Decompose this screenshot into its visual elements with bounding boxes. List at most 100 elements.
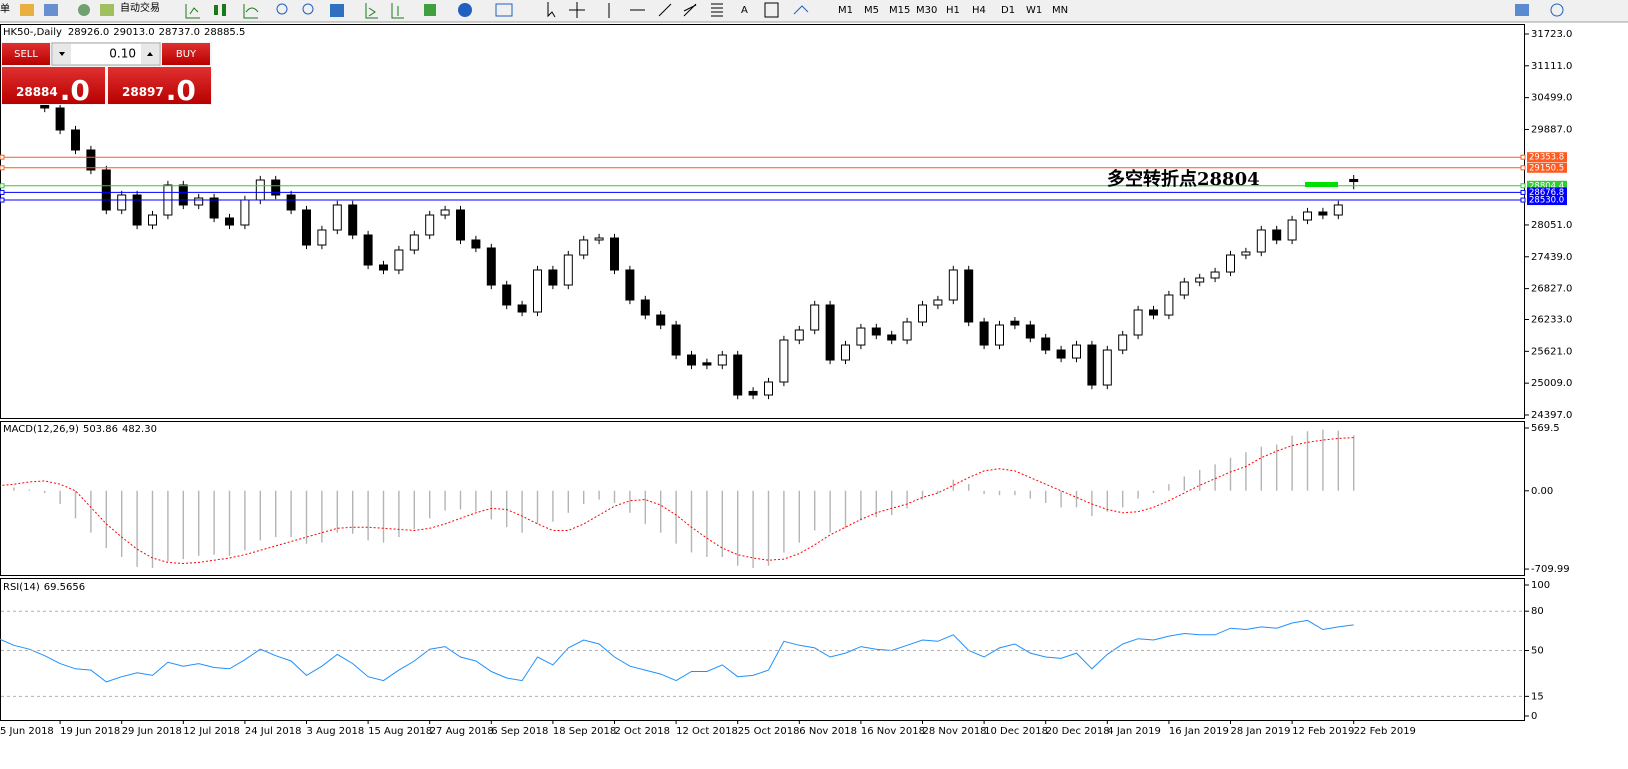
timeframe[interactable]: M1 — [838, 5, 853, 16]
candle-body — [794, 329, 804, 341]
macd-signal-value: 482.30 — [122, 424, 157, 435]
level-label-bg — [1527, 187, 1567, 198]
candle-body — [1041, 337, 1051, 351]
icon[interactable] — [20, 4, 34, 16]
level-label-bg — [1527, 152, 1567, 163]
candle-body — [132, 194, 142, 226]
candle-body — [1226, 254, 1235, 273]
icon[interactable] — [424, 4, 436, 16]
icon[interactable] — [78, 4, 90, 16]
candle-body — [871, 327, 881, 336]
candle-body — [194, 197, 204, 206]
icon[interactable] — [302, 3, 314, 15]
timeframe[interactable]: H4 — [972, 5, 986, 16]
icon[interactable] — [793, 5, 809, 15]
level-label-bg — [1527, 162, 1567, 173]
candle-body — [856, 327, 866, 346]
level-handle — [0, 165, 5, 171]
ask-main: 28897 — [122, 85, 164, 99]
candle-body — [409, 234, 419, 251]
arrow-down — [59, 52, 65, 56]
candle-body — [717, 354, 727, 366]
price-plot — [0, 90, 1359, 400]
icon[interactable] — [185, 4, 200, 19]
icon[interactable] — [44, 4, 58, 16]
candle-body — [240, 199, 250, 226]
menu-fragment[interactable]: 单 — [0, 3, 10, 15]
icon[interactable] — [1515, 4, 1529, 16]
x-tick-label: 28 Nov 2018 — [923, 726, 987, 737]
ask-box[interactable] — [108, 67, 211, 104]
auto-trade[interactable]: 自动交易 — [120, 1, 160, 14]
candle-body — [733, 354, 743, 396]
candle-body — [1349, 178, 1359, 183]
icon[interactable] — [547, 2, 556, 18]
icon[interactable] — [458, 3, 472, 17]
candle-body — [1102, 349, 1112, 386]
bid-price[interactable]: 28884.0 — [16, 74, 90, 107]
y-tick-label: 80 — [1531, 606, 1544, 617]
icon[interactable] — [276, 3, 288, 15]
icon[interactable] — [100, 4, 114, 16]
icon[interactable] — [658, 3, 672, 17]
icon[interactable] — [764, 2, 779, 18]
icon[interactable] — [683, 3, 697, 17]
timeframe[interactable]: H1 — [946, 5, 960, 16]
level-handle — [1520, 197, 1526, 203]
level-handle — [1520, 189, 1526, 195]
candle-body — [1056, 349, 1066, 359]
candle-body — [1133, 309, 1143, 336]
icon[interactable] — [391, 3, 404, 19]
level-handle — [0, 197, 5, 203]
candle-body — [933, 299, 943, 306]
timeframe[interactable]: M5 — [864, 5, 879, 16]
candle-body — [148, 214, 157, 226]
toolbar: 单 自动交易 A M1 M5 M15 M30 H1 H4 D1 W1 MN — [0, 0, 1628, 23]
lot-value[interactable]: 0.10 — [109, 47, 136, 61]
candle-body — [656, 314, 666, 326]
candle-body — [610, 237, 619, 271]
candle-body — [548, 269, 558, 286]
icon[interactable] — [214, 5, 218, 15]
candle-body — [1303, 211, 1312, 221]
icon[interactable] — [711, 3, 723, 17]
x-tick-label: 20 Dec 2018 — [1046, 726, 1110, 737]
timeframe[interactable]: W1 — [1026, 5, 1042, 16]
bid-box[interactable] — [2, 67, 105, 104]
candle-body — [1241, 251, 1251, 256]
icon[interactable] — [365, 3, 378, 19]
ask-price[interactable]: 28897.0 — [122, 74, 196, 107]
lot-input[interactable] — [51, 42, 161, 66]
candle-body — [810, 304, 820, 331]
rsi-plot — [0, 619, 1354, 683]
x-tick-label: 28 Jan 2019 — [1231, 726, 1291, 737]
icon[interactable] — [569, 2, 585, 18]
timeframe[interactable]: MN — [1052, 5, 1068, 16]
buy-button[interactable] — [162, 43, 210, 65]
level-handle — [0, 154, 5, 160]
bid-main: 28884 — [16, 85, 58, 99]
icon[interactable]: A — [741, 5, 748, 16]
y-tick-label: 0.00 — [1531, 486, 1553, 497]
rsi-header: RSI(14) 69.5656 — [3, 582, 85, 593]
timeframe[interactable]: D1 — [1001, 5, 1015, 16]
y-tick-label: 25009.0 — [1531, 378, 1572, 389]
buy-label[interactable]: BUY — [176, 49, 197, 60]
icon[interactable] — [495, 3, 513, 17]
candle-body — [471, 239, 481, 249]
y-tick-label: 31723.0 — [1531, 29, 1572, 40]
sell-button[interactable] — [2, 43, 50, 65]
rsi-panel — [0, 578, 1525, 721]
candle-body — [702, 362, 712, 366]
icon[interactable] — [222, 4, 226, 16]
icon[interactable] — [243, 4, 259, 19]
timeframe[interactable]: M30 — [916, 5, 937, 16]
toolbar-bg — [0, 0, 1628, 22]
signal-line — [0, 437, 1354, 565]
x-tick-label: 2 Oct 2018 — [615, 726, 670, 737]
sell-label[interactable]: SELL — [14, 49, 38, 60]
timeframe[interactable]: M15 — [889, 5, 910, 16]
icon[interactable] — [330, 4, 344, 17]
icon[interactable] — [1550, 3, 1564, 17]
rsi-title: RSI(14) — [3, 582, 40, 593]
